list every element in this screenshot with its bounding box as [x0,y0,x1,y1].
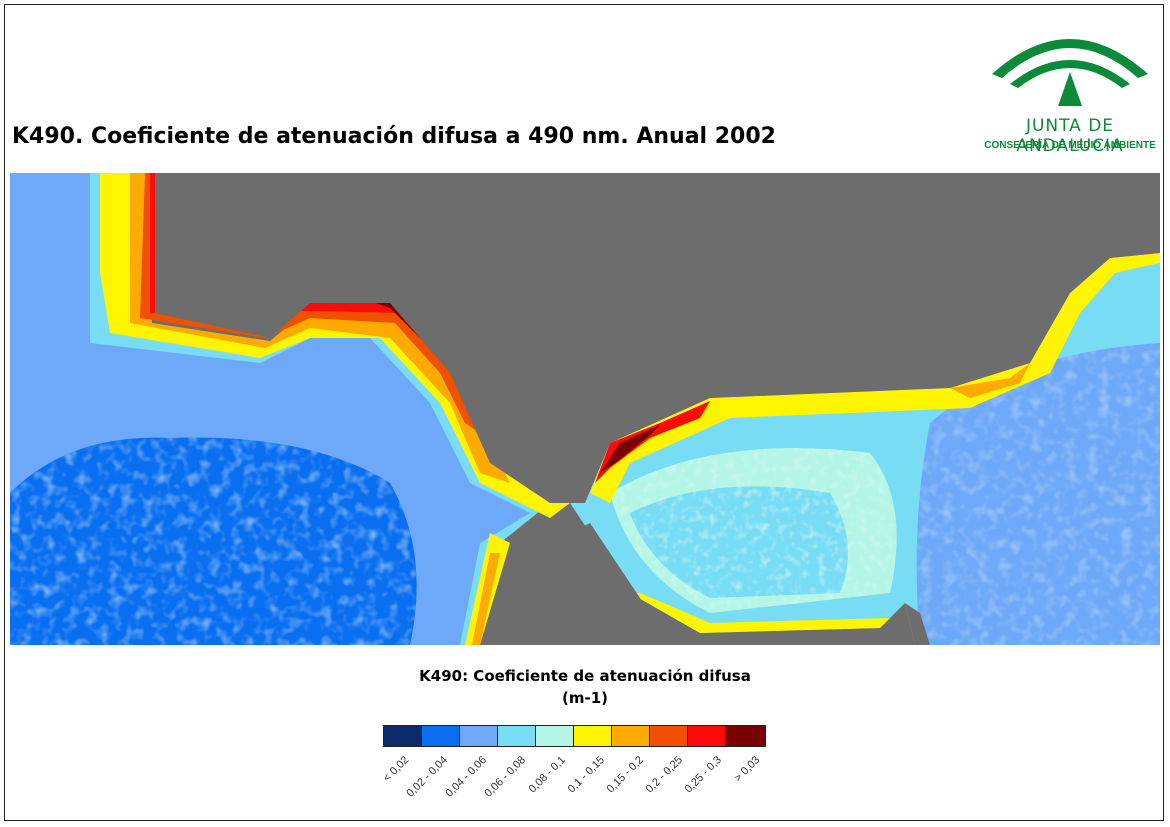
legend-title: K490: Coeficiente de atenuación difusa (… [0,665,1170,709]
legend-swatch [650,726,688,746]
legend-swatch [422,726,460,746]
legend-labels: < 0,02 0,02 - 0,04 0,04 - 0,06 0,06 - 0,08 0… [380,746,773,816]
map-panel [10,173,1160,645]
legend-class-label: < 0,02 [380,754,411,785]
legend-title-text: K490: Coeficiente de atenuación difusa [419,667,751,685]
legend-swatch [536,726,574,746]
legend-class-label: > 0,03 [731,754,762,785]
k490-raster-map [10,173,1160,645]
legend-swatch [726,726,765,746]
legend-class-label: 0,02 - 0,04 [403,754,450,800]
atlantic-sea-region [10,173,550,645]
logo-subtitle: CONSEJERÍA DE MEDIO AMBIENTE [984,140,1156,151]
legend-class-label: 0,04 - 0,06 [442,754,489,800]
legend-swatch [612,726,650,746]
logo-emblem-icon [992,39,1148,106]
junta-de-andalucia-logo: JUNTA DE ANDALUCIA CONSEJERÍA DE MEDIO A… [980,14,1160,164]
legend-class-label: 0,15 - 0,2 [604,754,646,796]
legend-class-label: 0,2 - 0,25 [643,754,685,796]
legend-swatch [498,726,536,746]
legend-class-label: 0,08 - 0,1 [526,754,568,796]
mediterranean-sea-region [570,253,1160,645]
legend-unit: (m-1) [561,689,608,707]
legend-class-label: 0,25 - 0,3 [682,754,724,796]
legend-swatch [574,726,612,746]
legend-class-label: 0,06 - 0,08 [481,754,528,800]
coastal-band-south [465,253,1160,645]
logo-text: JUNTA DE ANDALUCIA [1016,116,1124,156]
legend-swatch [460,726,498,746]
legend-colorbar [383,725,766,747]
legend-swatch [384,726,422,746]
land-masses [155,173,1160,645]
legend-class-label: 0,1 - 0,15 [565,754,607,796]
map-title: K490. Coeficiente de atenuación difusa a… [12,124,776,149]
legend-swatch [688,726,726,746]
